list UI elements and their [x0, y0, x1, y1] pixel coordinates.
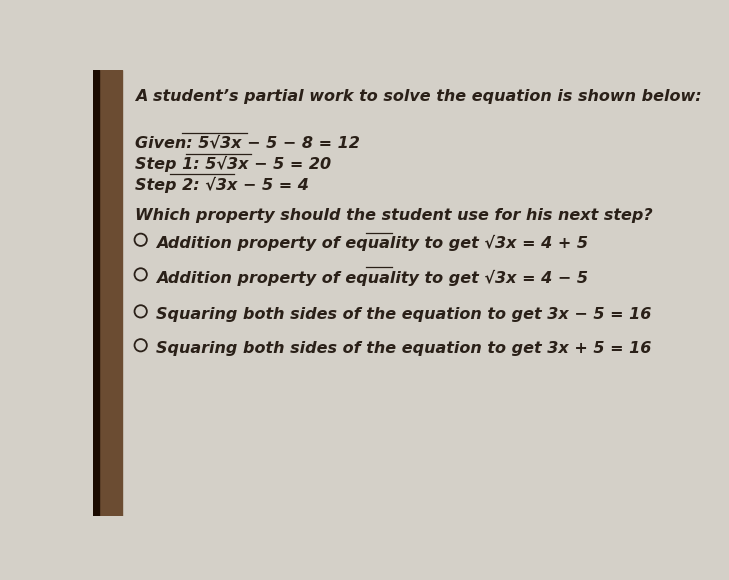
Text: Step 2: √3x − 5 = 4: Step 2: √3x − 5 = 4 [136, 177, 309, 193]
Text: Squaring both sides of the equation to get 3x − 5 = 16: Squaring both sides of the equation to g… [156, 307, 652, 322]
Text: A student’s partial work to solve the equation is shown below:: A student’s partial work to solve the eq… [136, 89, 702, 104]
Text: Given: 5√3x − 5 − 8 = 12: Given: 5√3x − 5 − 8 = 12 [136, 135, 360, 150]
Text: Which property should the student use for his next step?: Which property should the student use fo… [136, 208, 653, 223]
Text: Addition property of equality to get √3x = 4 + 5: Addition property of equality to get √3x… [156, 235, 588, 251]
Bar [93, 70, 122, 516]
Text: Addition property of equality to get √3x = 4 − 5: Addition property of equality to get √3x… [156, 270, 588, 286]
Text: Squaring both sides of the equation to get 3x + 5 = 16: Squaring both sides of the equation to g… [156, 340, 652, 356]
Bar [93, 70, 99, 516]
Text: Step 1: 5√3x − 5 = 20: Step 1: 5√3x − 5 = 20 [136, 156, 332, 172]
